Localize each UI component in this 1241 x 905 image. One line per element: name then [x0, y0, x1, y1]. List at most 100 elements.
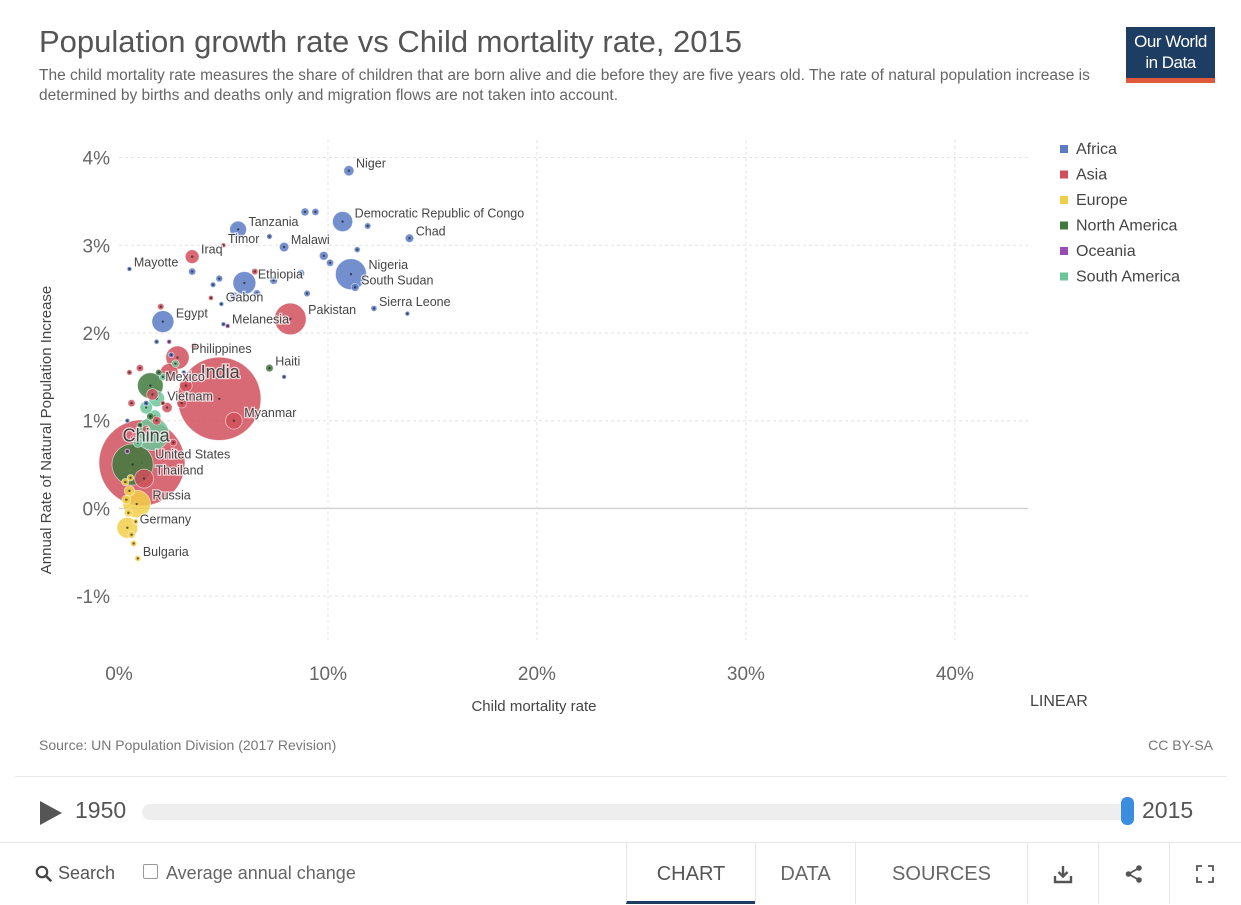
legend-swatch[interactable] [1060, 221, 1068, 230]
point-label: Melanesia [232, 312, 289, 326]
timeline-start-year[interactable]: 1950 [75, 797, 127, 823]
legend-label[interactable]: South America [1076, 269, 1180, 286]
point-label: Democratic Republic of Congo [355, 207, 525, 221]
controls-bar: Search Average annual change CHART DATA … [0, 842, 1241, 905]
legend-label[interactable]: Oceania [1076, 243, 1136, 260]
data-point-center [226, 324, 229, 328]
data-point-center [218, 397, 221, 400]
data-point-center [322, 254, 325, 257]
data-point-center [128, 267, 131, 271]
data-point-center [193, 344, 196, 348]
legend-swatch[interactable] [1060, 272, 1068, 281]
data-point-center [135, 502, 138, 506]
data-point-center [366, 224, 369, 228]
point-label: Haiti [275, 354, 300, 368]
data-point-center [126, 450, 129, 453]
point-label: Gabon [226, 291, 264, 305]
data-point-center [136, 557, 140, 560]
data-point-center [144, 401, 148, 405]
data-point-center [176, 356, 179, 359]
data-point-center [167, 340, 171, 343]
share-button[interactable] [1098, 843, 1169, 904]
data-point-center [282, 245, 286, 249]
timeline-end-year[interactable]: 2015 [1142, 797, 1194, 823]
average-change-label: Average annual change [166, 863, 356, 883]
data-point-center [128, 371, 131, 374]
legend-swatch[interactable] [1060, 145, 1068, 153]
tab-data[interactable]: DATA [755, 843, 855, 904]
point-label: China [123, 425, 171, 445]
data-point-center [165, 406, 169, 409]
source-note[interactable]: Source: UN Population Division (2017 Rev… [39, 737, 337, 753]
average-change-checkbox[interactable] [143, 864, 158, 879]
data-point-center [130, 401, 133, 405]
data-point-center [130, 533, 133, 536]
point-label: Bulgaria [143, 545, 189, 559]
point-label: Germany [140, 513, 192, 527]
download-button[interactable] [1027, 843, 1098, 904]
legend-swatch[interactable] [1060, 247, 1068, 255]
point-label: Philippines [191, 342, 251, 356]
data-point-center [372, 307, 376, 310]
data-point-center [144, 406, 148, 409]
data-point-center [167, 371, 171, 374]
legend-swatch[interactable] [1060, 196, 1068, 204]
scatter-chart: 4% 3% 2% 1% 0% -1% 0% 10% 20% 30% 40% Child mortali… [38, 140, 1180, 715]
data-point-center [282, 375, 286, 379]
data-point-center [184, 384, 188, 387]
data-point-center [349, 273, 353, 276]
data-point-center [129, 476, 132, 479]
data-point-center [232, 419, 236, 422]
timeline-handle[interactable] [1121, 797, 1134, 825]
data-point-center [268, 235, 271, 238]
data-point-center [222, 323, 225, 326]
scale-toggle[interactable]: LINEAR [1030, 693, 1088, 710]
legend[interactable]: Africa Asia Europe North America Oceania Sout… [1060, 141, 1180, 286]
data-point-center [353, 286, 357, 289]
legend-label[interactable]: Asia [1076, 167, 1107, 184]
data-point-center [138, 423, 142, 427]
data-point-center [132, 542, 135, 545]
data-point-center [255, 292, 259, 295]
legend-label[interactable]: North America [1076, 218, 1177, 235]
data-point-center [149, 384, 152, 387]
owid-logo[interactable]: Our World in Data [1126, 27, 1215, 83]
data-point-center [151, 432, 154, 436]
point-label: Timor [228, 232, 259, 246]
data-point-center [127, 511, 130, 515]
data-point-center [272, 279, 275, 282]
data-point-center [155, 419, 158, 422]
bubble-layer [98, 165, 415, 562]
legend-swatch[interactable] [1060, 170, 1068, 179]
x-axis-title: Child mortality rate [471, 698, 596, 715]
data-point-center [161, 401, 165, 405]
data-point-center [190, 270, 194, 273]
tab-sources[interactable]: SOURCES [855, 843, 1027, 904]
point-label: Vietnam [167, 390, 213, 404]
timeline-track[interactable] [142, 804, 1132, 820]
license-note[interactable]: CC BY-SA [1148, 737, 1213, 753]
data-point-center [161, 320, 165, 323]
legend-label[interactable]: Africa [1076, 141, 1117, 158]
data-point-center [289, 317, 292, 321]
fullscreen-button[interactable] [1169, 843, 1240, 904]
point-label: South Sudan [361, 274, 433, 288]
legend-label[interactable]: Europe [1076, 192, 1128, 209]
data-point-center [211, 283, 215, 286]
average-change-toggle[interactable]: Average annual change [143, 863, 356, 884]
timeline: 1950 2015 [0, 785, 1241, 837]
data-point-center [180, 401, 183, 405]
play-icon[interactable] [40, 801, 62, 825]
search-button[interactable]: Search [35, 863, 115, 884]
data-point-center [125, 498, 128, 501]
data-point-center [138, 366, 142, 370]
data-point-center [151, 393, 154, 396]
point-label: Tanzania [248, 215, 298, 229]
point-label: United States [155, 447, 230, 461]
axis-layer: 4% 3% 2% 1% 0% -1% 0% 10% 20% 30% 40% Child mortali… [38, 149, 1088, 715]
label-layer: China India United States Pakistan Nigeria Ru… [121, 155, 525, 560]
x-tick-label: 40% [936, 664, 974, 685]
data-point-center [347, 169, 351, 172]
download-icon [1053, 865, 1073, 883]
tab-chart[interactable]: CHART [626, 843, 755, 904]
